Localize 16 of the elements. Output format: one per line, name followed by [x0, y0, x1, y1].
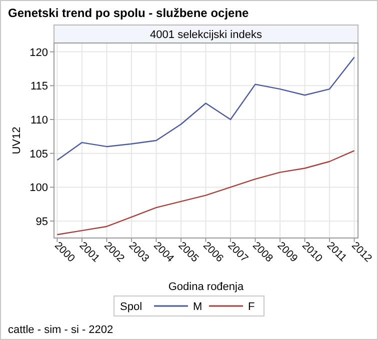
y-tick-label: 110: [30, 114, 48, 127]
y-tick-label: 115: [30, 80, 48, 93]
line-series: [56, 150, 355, 236]
legend-label: F: [248, 301, 255, 313]
chart-title: Genetski trend po spolu - službene ocjene: [8, 6, 250, 20]
legend-title: Spol: [120, 301, 142, 313]
x-axis-title: Godina rođenja: [168, 281, 244, 293]
y-axis-title: UV12: [11, 126, 23, 154]
chart-subtitle: 4001 selekcijski indeks: [150, 29, 262, 41]
text: cattle - sim - si - 2202: [8, 324, 114, 336]
y-tick-label: 100: [30, 182, 48, 194]
legend-label: M: [193, 301, 202, 313]
line-series: [56, 56, 355, 161]
y-tick-label: 120: [30, 46, 48, 59]
y-tick-label: 95: [36, 216, 48, 228]
y-tick-label: 105: [30, 148, 48, 160]
